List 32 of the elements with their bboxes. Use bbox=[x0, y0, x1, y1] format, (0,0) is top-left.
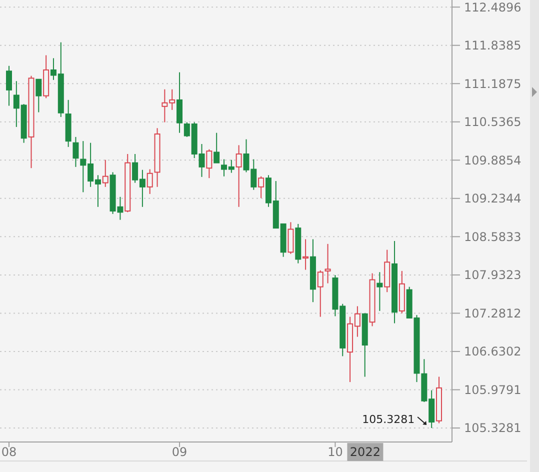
y-tick-label: 107.2812 bbox=[464, 306, 522, 320]
candlestick bbox=[72, 136, 79, 168]
candlestick bbox=[206, 148, 212, 179]
candlestick bbox=[146, 168, 153, 194]
y-tick-label: 106.6302 bbox=[464, 344, 522, 359]
y-tick-label: 105.9791 bbox=[464, 382, 522, 397]
y-tick-label: 107.9323 bbox=[464, 268, 522, 282]
y-tick-label: 109.2344 bbox=[464, 192, 522, 206]
candlestick bbox=[236, 144, 242, 208]
y-tick-label: 108.5833 bbox=[464, 230, 522, 244]
candlestick bbox=[324, 243, 331, 284]
candlestick bbox=[376, 272, 383, 312]
y-tick-label: 111.8385 bbox=[464, 38, 522, 53]
x-tick-label: 10 bbox=[328, 445, 343, 460]
candlestick bbox=[36, 78, 42, 113]
candlestick bbox=[6, 65, 12, 106]
text: 2022 bbox=[350, 445, 380, 460]
candlestick bbox=[302, 238, 309, 270]
candlestick bbox=[317, 270, 324, 318]
y-tick-label: 110.5365 bbox=[464, 115, 522, 130]
candlestick bbox=[102, 159, 108, 188]
y-tick-label: 109.8854 bbox=[464, 153, 522, 168]
candlestick bbox=[288, 222, 294, 254]
annotation: 105.3281 bbox=[362, 413, 415, 426]
y-tick-label: 111.1875 bbox=[464, 76, 522, 91]
y-tick-label: 112.4896 bbox=[464, 0, 522, 14]
candlestick bbox=[176, 72, 183, 134]
x-tick-label: 08 bbox=[1, 445, 17, 460]
candlestick bbox=[214, 132, 220, 164]
x-tick-label: 09 bbox=[172, 445, 188, 460]
candlestick bbox=[258, 176, 264, 199]
y-tick-label: 105.3281 bbox=[464, 421, 522, 436]
